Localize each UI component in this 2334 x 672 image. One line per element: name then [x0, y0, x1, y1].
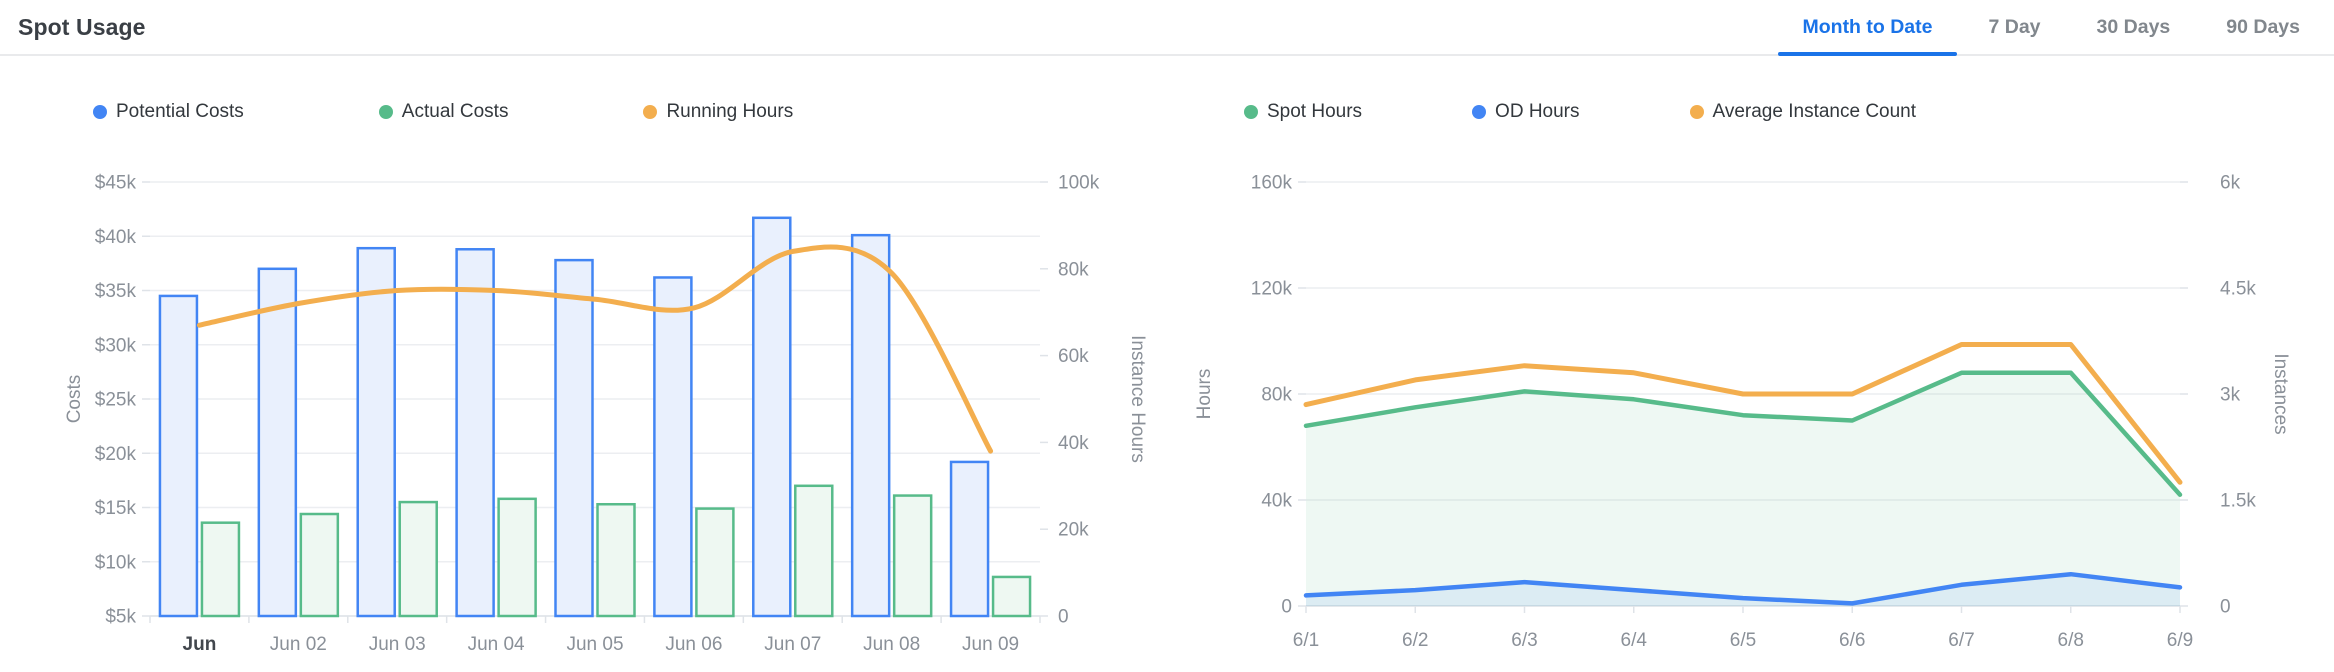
series-spot-hours — [1303, 370, 2183, 606]
svg-text:$5k: $5k — [105, 607, 136, 628]
potential-costs-legend-dot-icon — [93, 105, 107, 119]
svg-text:Jun 08: Jun 08 — [863, 634, 920, 655]
svg-text:0: 0 — [2220, 597, 2231, 618]
spot-hours-legend-dot-icon — [1244, 105, 1258, 119]
running-hours-legend-dot-icon — [643, 105, 658, 119]
legend-label: Actual Costs — [401, 101, 509, 122]
tab-90-days[interactable]: 90 Days — [2198, 0, 2328, 54]
svg-text:6/4: 6/4 — [1621, 630, 1648, 651]
svg-text:6/9: 6/9 — [2167, 630, 2193, 651]
svg-text:Hours: Hours — [1194, 369, 1215, 420]
svg-text:6/2: 6/2 — [1402, 630, 1428, 651]
svg-text:$35k: $35k — [95, 281, 137, 302]
svg-text:$30k: $30k — [95, 335, 137, 356]
page-title: Spot Usage — [18, 13, 146, 40]
tab-7-day[interactable]: 7 Day — [1960, 0, 2068, 54]
costs-chart-panel: Potential Costs Actual Costs Running Hours… — [0, 56, 1167, 662]
svg-text:6/1: 6/1 — [1293, 630, 1319, 651]
svg-text:20k: 20k — [1058, 520, 1089, 541]
usage-hours-chart-legend: Spot Hours OD Hours Average Instance Count — [1167, 98, 2334, 126]
legend-item-potential-costs[interactable]: Potential Costs — [93, 101, 244, 123]
svg-text:$25k: $25k — [95, 390, 137, 411]
costs-chart-legend: Potential Costs Actual Costs Running Hours — [0, 98, 1167, 126]
svg-text:120k: 120k — [1251, 279, 1293, 300]
svg-text:Instances: Instances — [2270, 353, 2291, 434]
svg-text:160k: 160k — [1251, 173, 1293, 194]
header: Spot Usage Month to Date 7 Day 30 Days 90 D… — [0, 0, 2334, 56]
svg-text:1.5k: 1.5k — [2220, 491, 2256, 512]
legend-item-actual-costs[interactable]: Actual Costs — [378, 101, 509, 123]
svg-text:$20k: $20k — [95, 444, 137, 465]
legend-label: Average Instance Count — [1712, 101, 1917, 122]
legend-item-average-instance-count[interactable]: Average Instance Count — [1689, 101, 1917, 123]
svg-text:Jun 05: Jun 05 — [566, 634, 623, 655]
svg-text:6/3: 6/3 — [1511, 630, 1537, 651]
legend-item-running-hours[interactable]: Running Hours — [643, 101, 793, 123]
svg-text:80k: 80k — [1261, 385, 1292, 406]
series-running-hours — [196, 244, 994, 454]
od-hours-legend-dot-icon — [1472, 105, 1487, 119]
series-potential-costs — [158, 216, 990, 618]
svg-text:Jun 03: Jun 03 — [369, 634, 426, 655]
svg-text:$40k: $40k — [95, 227, 137, 248]
legend-label: OD Hours — [1495, 101, 1580, 122]
svg-text:Instance Hours: Instance Hours — [1127, 335, 1148, 463]
svg-text:4.5k: 4.5k — [2220, 279, 2256, 300]
series-actual-costs — [200, 484, 1032, 618]
usage-hours-chart-panel: Spot Hours OD Hours Average Instance Count… — [1167, 56, 2334, 662]
average-instance-count-legend-dot-icon — [1689, 105, 1704, 119]
svg-text:0: 0 — [1058, 607, 1069, 628]
svg-text:$10k: $10k — [95, 552, 137, 573]
svg-text:6/8: 6/8 — [2058, 630, 2084, 651]
legend-label: Potential Costs — [116, 101, 244, 122]
legend-item-spot-hours[interactable]: Spot Hours — [1244, 101, 1362, 123]
usage-hours-chart: 0 40k 80k 120k 160k 0 1.5k 3k 4.5k 6k 6/1 6/2 6/3 6/4… — [1194, 173, 2291, 652]
svg-text:$15k: $15k — [95, 498, 137, 519]
svg-text:60k: 60k — [1058, 346, 1089, 367]
legend-label: Running Hours — [666, 101, 794, 122]
tab-30-days[interactable]: 30 Days — [2069, 0, 2199, 54]
x-axis-ticks — [1305, 606, 2181, 613]
costs-chart: $5k $10k $15k $20k $25k $30k $35k $40k $45k 0 20k 4… — [64, 173, 1148, 656]
svg-text:Jun 04: Jun 04 — [468, 634, 525, 655]
svg-text:3k: 3k — [2220, 385, 2241, 406]
svg-text:Jun 02: Jun 02 — [270, 634, 327, 655]
svg-text:40k: 40k — [1058, 433, 1089, 454]
tab-month-to-date[interactable]: Month to Date — [1775, 0, 1961, 56]
svg-text:100k: 100k — [1058, 173, 1100, 194]
svg-text:6/7: 6/7 — [1948, 630, 1974, 651]
svg-text:Jun 06: Jun 06 — [665, 634, 722, 655]
series-od-hours — [1303, 571, 2183, 606]
svg-text:80k: 80k — [1058, 259, 1089, 280]
svg-text:6/6: 6/6 — [1839, 630, 1865, 651]
series-average-instance-count — [1303, 342, 2183, 485]
actual-costs-legend-dot-icon — [378, 105, 393, 119]
time-range-tabs: Month to Date 7 Day 30 Days 90 Days — [1775, 0, 2334, 56]
svg-text:6/5: 6/5 — [1730, 630, 1756, 651]
x-axis-ticks — [149, 616, 1041, 623]
svg-text:6k: 6k — [2220, 173, 2241, 194]
svg-text:$45k: $45k — [95, 173, 137, 194]
svg-text:Jun 09: Jun 09 — [962, 634, 1019, 655]
charts-row: Potential Costs Actual Costs Running Hours… — [0, 56, 2334, 662]
svg-text:Costs: Costs — [64, 375, 85, 424]
y-gridlines — [142, 181, 1048, 617]
legend-label: Spot Hours — [1267, 101, 1363, 122]
legend-item-od-hours[interactable]: OD Hours — [1472, 101, 1580, 123]
svg-text:40k: 40k — [1261, 491, 1292, 512]
svg-text:Jun: Jun — [183, 634, 217, 655]
svg-text:0: 0 — [1281, 597, 1292, 618]
svg-text:Jun 07: Jun 07 — [764, 634, 821, 655]
